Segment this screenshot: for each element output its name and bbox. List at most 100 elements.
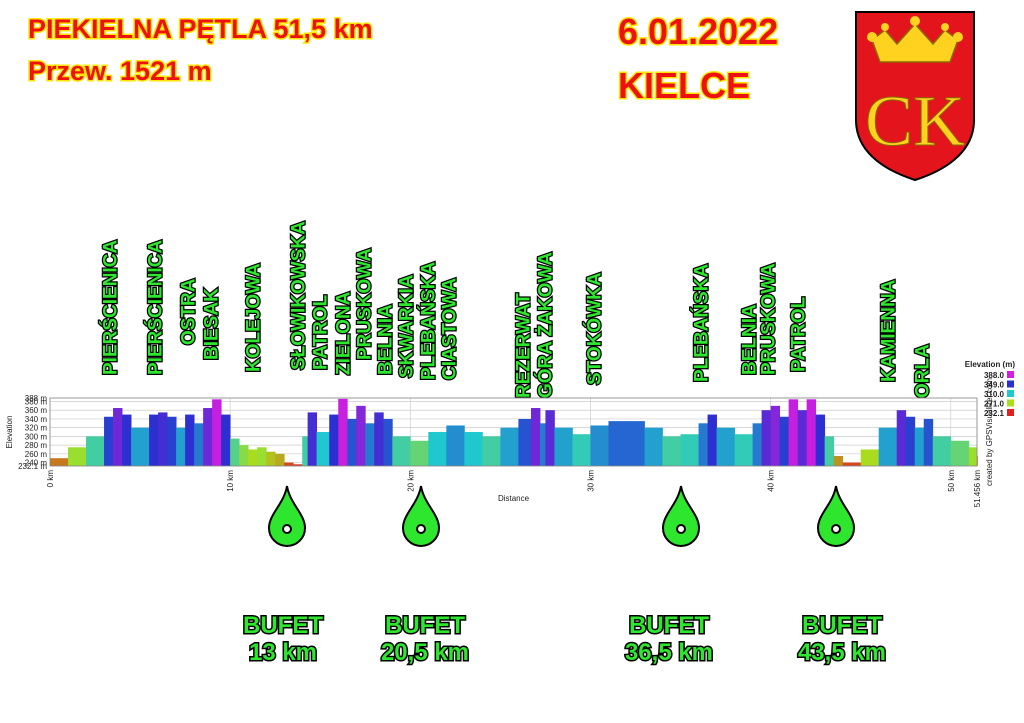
elevation-column — [316, 432, 330, 466]
climb-label: OSTRA — [179, 278, 200, 345]
elevation-column — [806, 399, 817, 466]
elevation-column — [149, 414, 159, 466]
elevation-column — [347, 418, 357, 466]
elevation-column — [572, 434, 591, 466]
legend-label: 310.0 — [984, 390, 1005, 399]
elevation-column — [131, 427, 141, 466]
elevation-column — [734, 434, 754, 466]
elevation-column — [86, 436, 105, 466]
climb-label: KAMIENNA — [879, 279, 900, 382]
elevation-column — [644, 427, 663, 466]
climb-label: BELNIA — [376, 304, 397, 375]
elevation-column — [185, 414, 195, 466]
station-distance: 13 km — [249, 639, 317, 666]
emblem-letters: CK — [865, 81, 965, 161]
elevation-column — [266, 451, 276, 466]
drop-icon — [267, 485, 307, 547]
elevation-column — [338, 398, 348, 466]
elevation-column — [707, 414, 717, 466]
x-tick-label: 40 km — [767, 470, 776, 492]
y-tick-label: 232.1 m — [18, 462, 47, 471]
city: KIELCE — [618, 65, 750, 106]
station-label: BUFET — [243, 612, 323, 639]
y-tick-label: 240 m — [25, 459, 48, 468]
elevation-column — [950, 440, 970, 466]
legend-label: 271.0 — [984, 400, 1005, 409]
elevation-column — [158, 412, 168, 466]
elevation-column — [167, 416, 177, 466]
x-tick-label: 30 km — [586, 470, 595, 492]
climb-labels: PIERŚCIENICA PIERŚCIENICA OSTRA BIESAK KOLEJ… — [98, 220, 935, 400]
climb-label: PATROL — [311, 294, 332, 370]
elevation-column — [698, 423, 708, 466]
elevation-column — [518, 418, 532, 466]
drop-dot — [676, 524, 686, 534]
station-distance: 43,5 km — [798, 639, 886, 666]
legend-swatch — [1007, 409, 1014, 416]
elevation-column — [230, 438, 240, 466]
elevation-column — [239, 445, 249, 466]
elevation-column — [356, 405, 366, 466]
station-distance: 20,5 km — [381, 639, 469, 666]
station-label: BUFET — [629, 612, 709, 639]
climb-label: CIASTOWA — [440, 278, 461, 380]
drop-icon — [661, 485, 701, 547]
climb-label: PIERŚCIENICA — [100, 240, 122, 375]
x-tick-label: 51.456 km — [973, 470, 982, 508]
elevation-column — [329, 414, 339, 466]
drop-dot — [282, 524, 292, 534]
climb-label: PATROL — [789, 296, 810, 372]
elevation-column — [977, 456, 978, 466]
elevation-column — [896, 410, 907, 466]
elevation-column — [446, 425, 465, 466]
elevation-column — [905, 416, 916, 466]
x-tick-label: 10 km — [226, 470, 235, 492]
climb-label: PLEBAŃSKA — [691, 263, 713, 382]
elevation-column — [212, 399, 222, 466]
climb-label: PIERŚCIENICA — [145, 240, 167, 375]
elevation-column — [104, 416, 114, 466]
y-tick-label: 280 m — [25, 441, 48, 450]
elevation-column — [752, 423, 763, 466]
elevation-column — [122, 414, 132, 466]
elevation-column — [824, 436, 835, 466]
elevation-column — [68, 447, 87, 466]
station-distance: 36,5 km — [625, 639, 713, 666]
elevation-column — [464, 432, 483, 466]
climb-label: ZIELONA — [334, 291, 355, 375]
station-label: BUFET — [802, 612, 882, 639]
x-tick-label: 50 km — [947, 470, 956, 492]
legend-swatch — [1007, 399, 1014, 407]
elevation-column — [428, 432, 447, 466]
elevation-column — [626, 421, 645, 466]
climb-label: ORLA — [913, 344, 934, 398]
elevation-column — [662, 436, 681, 466]
legend-label: 232.1 — [984, 409, 1005, 418]
drop-dot — [416, 524, 426, 534]
elevation-column — [257, 447, 267, 466]
climb-label: REZERWAT — [514, 293, 535, 398]
elevation-column — [302, 436, 309, 466]
station-label: BUFET — [385, 612, 465, 639]
climb-label: PLEBAŃSKA — [418, 261, 440, 380]
elevation-column — [554, 427, 573, 466]
legend-label: 349.0 — [984, 381, 1005, 390]
elevation-column — [968, 447, 978, 466]
elevation-column — [842, 462, 862, 466]
elevation-column — [410, 440, 429, 466]
climb-label: KOLEJOWA — [244, 263, 265, 372]
elevation-column — [113, 408, 123, 466]
drop-icon — [816, 485, 856, 547]
climb-label: PRUSKOWA — [759, 263, 780, 375]
legend-swatch — [1007, 380, 1014, 388]
date: 6.01.2022 — [618, 11, 778, 52]
elevation-column — [815, 414, 826, 466]
elevation-column — [221, 414, 231, 466]
route-title: PIEKIELNA PĘTLA 51,5 km — [28, 14, 373, 44]
drop-dot — [831, 524, 841, 534]
y-tick-label: 388 m — [25, 394, 48, 403]
elevation-column — [797, 410, 808, 466]
legend-swatch — [1007, 390, 1014, 397]
